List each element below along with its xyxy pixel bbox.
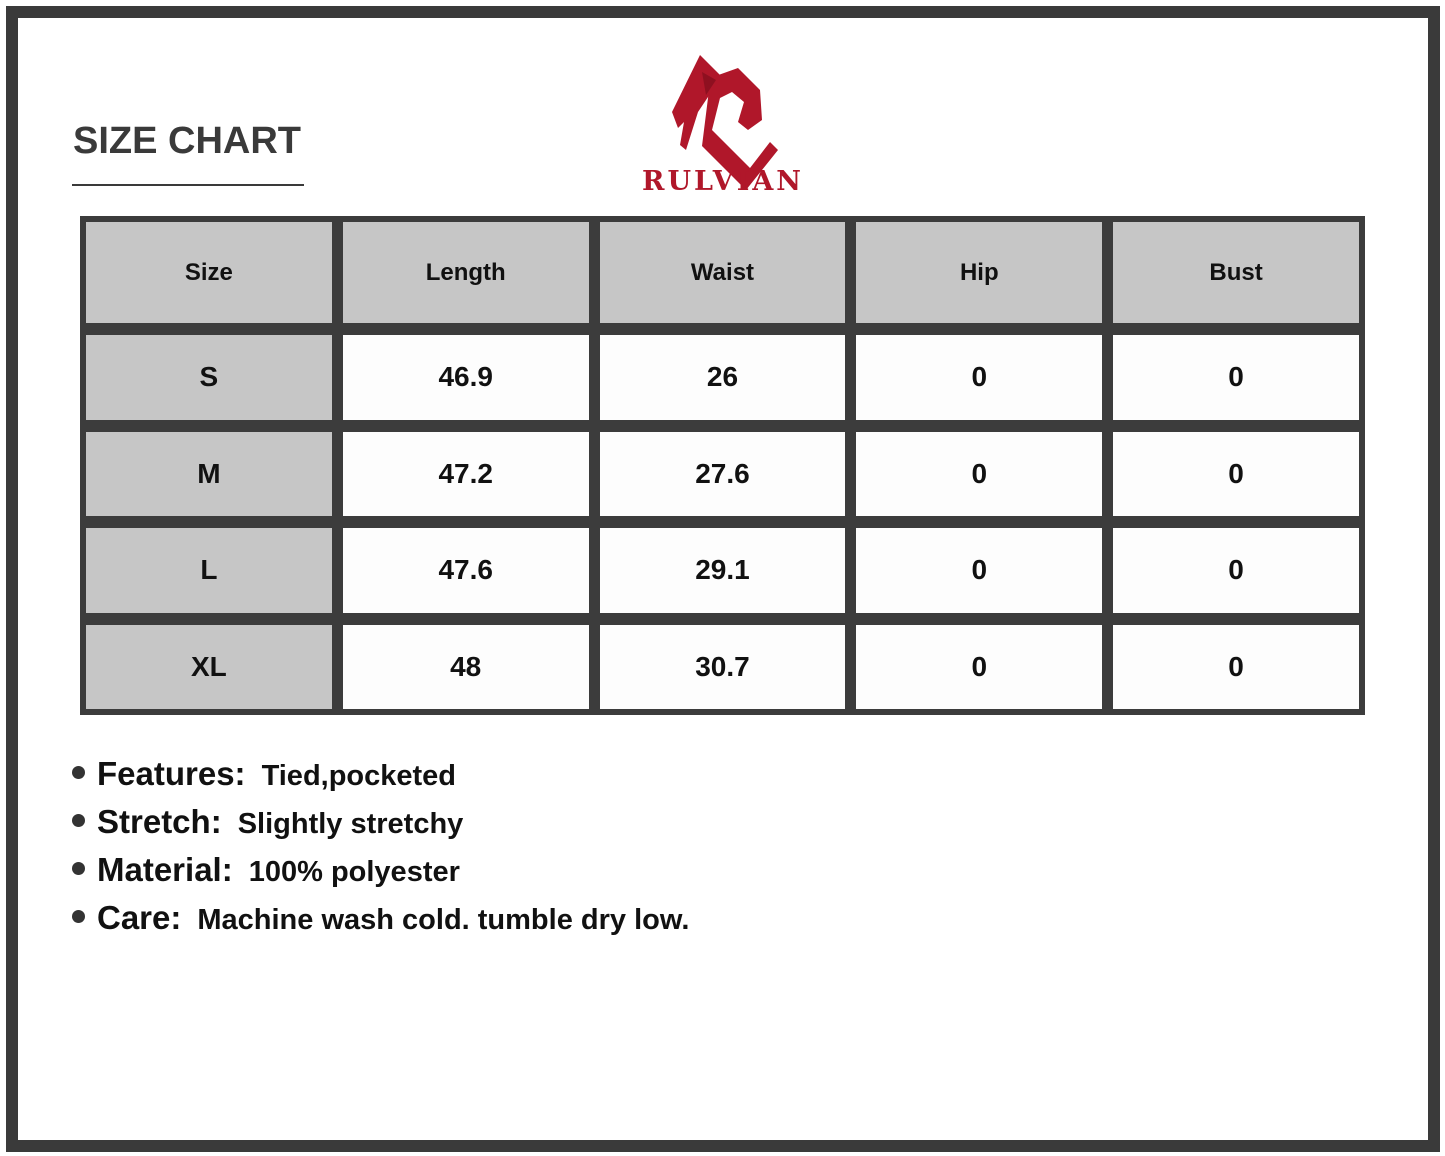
waist-cell: 30.7 (599, 624, 846, 709)
bust-cell: 0 (1113, 335, 1359, 420)
size-table: Size Length Waist Hip Bust S 46.9 26 0 0… (80, 216, 1365, 715)
waist-cell: 27.6 (599, 431, 846, 516)
size-cell: L (86, 528, 332, 613)
hip-cell: 0 (856, 528, 1103, 613)
bust-cell: 0 (1113, 431, 1359, 516)
bullet-icon (72, 910, 85, 923)
header-hip: Hip (856, 222, 1103, 323)
header-length: Length (342, 222, 589, 323)
bullet-icon (72, 766, 85, 779)
detail-material: Material: 100% polyester (72, 851, 689, 899)
title-underline (72, 184, 304, 186)
page-frame (6, 6, 1440, 1152)
detail-stretch: Stretch: Slightly stretchy (72, 803, 689, 851)
size-cell: M (86, 431, 332, 516)
page-title: SIZE CHART (73, 120, 301, 162)
hip-cell: 0 (856, 335, 1103, 420)
length-cell: 48 (342, 624, 589, 709)
size-cell: XL (86, 624, 332, 709)
waist-cell: 26 (599, 335, 846, 420)
waist-cell: 29.1 (599, 528, 846, 613)
brand-logo-r-icon (672, 55, 778, 190)
detail-features: Features: Tied,pocketed (72, 755, 689, 803)
length-cell: 46.9 (342, 335, 589, 420)
bust-cell: 0 (1113, 624, 1359, 709)
hip-cell: 0 (856, 431, 1103, 516)
hip-cell: 0 (856, 624, 1103, 709)
header-waist: Waist (599, 222, 846, 323)
bust-cell: 0 (1113, 528, 1359, 613)
bullet-icon (72, 862, 85, 875)
bullet-icon (72, 814, 85, 827)
length-cell: 47.6 (342, 528, 589, 613)
product-details: Features: Tied,pocketed Stretch: Slightly … (72, 755, 689, 947)
detail-care: Care: Machine wash cold. tumble dry low. (72, 899, 689, 947)
length-cell: 47.2 (342, 431, 589, 516)
header-size: Size (86, 222, 332, 323)
size-cell: S (86, 335, 332, 420)
header-bust: Bust (1113, 222, 1359, 323)
brand-name: RULVIAN (642, 166, 804, 197)
